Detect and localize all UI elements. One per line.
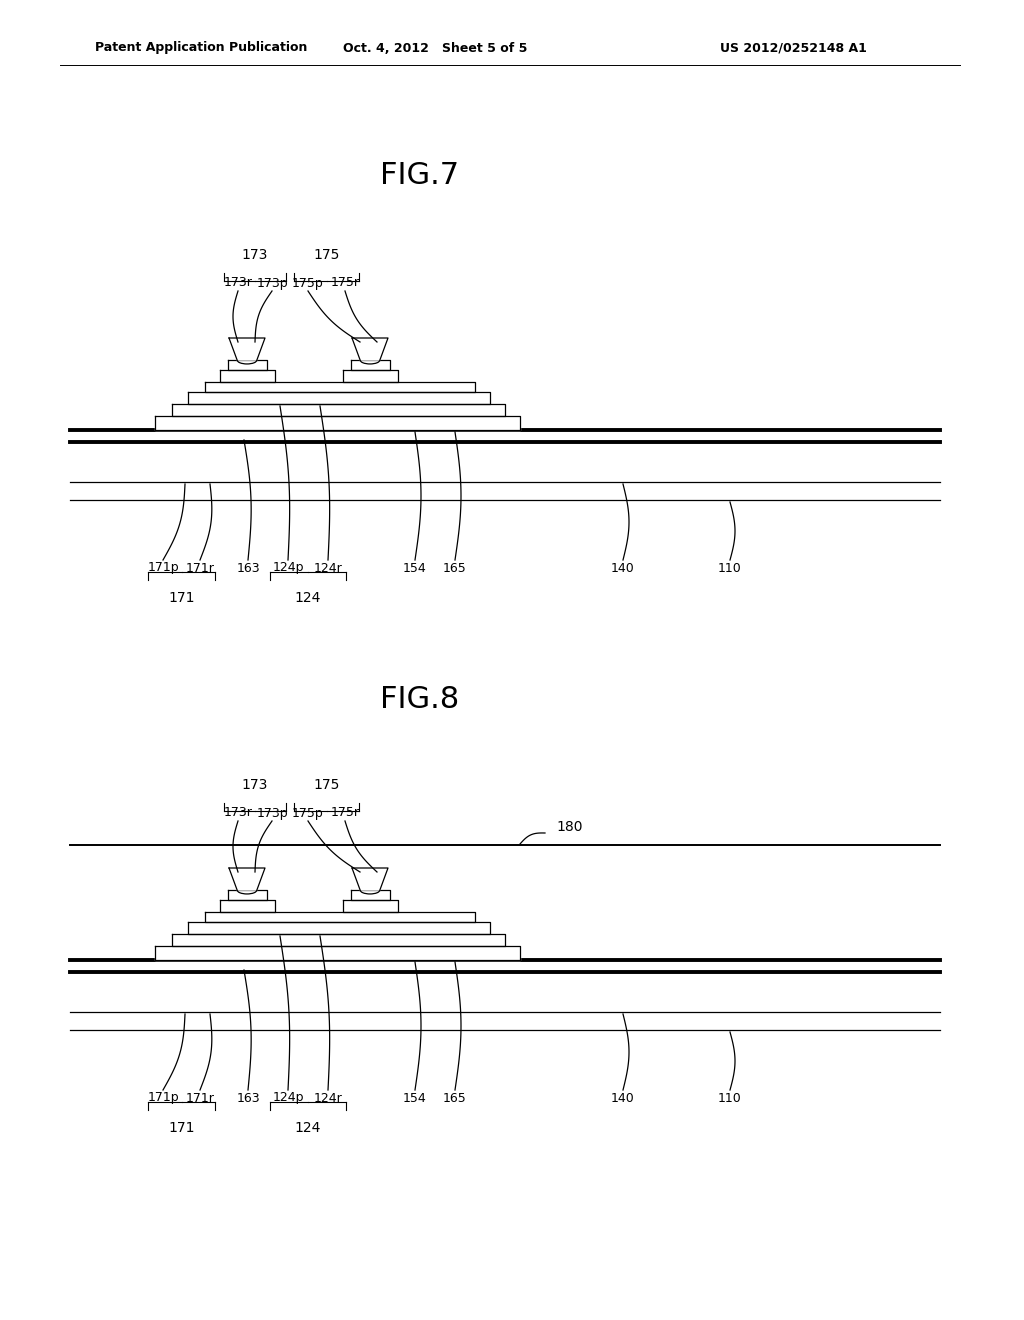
Polygon shape bbox=[228, 360, 267, 370]
Polygon shape bbox=[172, 404, 505, 416]
Text: 175r: 175r bbox=[331, 807, 359, 820]
Text: 175: 175 bbox=[313, 777, 340, 792]
Text: 171r: 171r bbox=[185, 1092, 214, 1105]
Polygon shape bbox=[205, 381, 475, 392]
Text: 163: 163 bbox=[237, 561, 260, 574]
Text: 175: 175 bbox=[313, 248, 340, 261]
Text: 173r: 173r bbox=[223, 276, 253, 289]
Text: 173: 173 bbox=[242, 248, 268, 261]
Text: 154: 154 bbox=[403, 1092, 427, 1105]
Text: 140: 140 bbox=[611, 561, 635, 574]
Text: Patent Application Publication: Patent Application Publication bbox=[95, 41, 307, 54]
Text: 140: 140 bbox=[611, 1092, 635, 1105]
Polygon shape bbox=[343, 370, 398, 381]
Text: 175p: 175p bbox=[292, 276, 324, 289]
Text: 180: 180 bbox=[557, 820, 584, 834]
Text: 175p: 175p bbox=[292, 807, 324, 820]
Polygon shape bbox=[351, 890, 390, 900]
Polygon shape bbox=[155, 416, 520, 430]
Text: 124p: 124p bbox=[272, 561, 304, 574]
Text: 110: 110 bbox=[718, 1092, 741, 1105]
Text: 173p: 173p bbox=[256, 807, 288, 820]
Polygon shape bbox=[220, 900, 275, 912]
Polygon shape bbox=[188, 921, 490, 935]
Text: 124: 124 bbox=[295, 1121, 322, 1135]
Text: Oct. 4, 2012   Sheet 5 of 5: Oct. 4, 2012 Sheet 5 of 5 bbox=[343, 41, 527, 54]
Text: 124: 124 bbox=[295, 591, 322, 605]
Polygon shape bbox=[352, 338, 388, 360]
Polygon shape bbox=[351, 360, 390, 370]
Text: 175r: 175r bbox=[331, 276, 359, 289]
Text: 124r: 124r bbox=[313, 1092, 342, 1105]
Text: 171p: 171p bbox=[147, 561, 179, 574]
Polygon shape bbox=[188, 392, 490, 404]
Polygon shape bbox=[229, 869, 265, 890]
Text: 173: 173 bbox=[242, 777, 268, 792]
Text: 154: 154 bbox=[403, 561, 427, 574]
Text: 171: 171 bbox=[168, 1121, 195, 1135]
Polygon shape bbox=[172, 935, 505, 946]
Polygon shape bbox=[228, 890, 267, 900]
Text: 173p: 173p bbox=[256, 276, 288, 289]
Text: 163: 163 bbox=[237, 1092, 260, 1105]
Polygon shape bbox=[220, 370, 275, 381]
Text: 124p: 124p bbox=[272, 1092, 304, 1105]
Text: FIG.8: FIG.8 bbox=[380, 685, 460, 714]
Text: 171r: 171r bbox=[185, 561, 214, 574]
Text: 110: 110 bbox=[718, 561, 741, 574]
Text: 171p: 171p bbox=[147, 1092, 179, 1105]
Text: 165: 165 bbox=[443, 1092, 467, 1105]
Text: FIG.7: FIG.7 bbox=[381, 161, 460, 190]
Text: 165: 165 bbox=[443, 561, 467, 574]
Polygon shape bbox=[229, 338, 265, 360]
Polygon shape bbox=[343, 900, 398, 912]
Text: US 2012/0252148 A1: US 2012/0252148 A1 bbox=[720, 41, 867, 54]
Polygon shape bbox=[352, 869, 388, 890]
Text: 173r: 173r bbox=[223, 807, 253, 820]
Polygon shape bbox=[155, 946, 520, 960]
Text: 124r: 124r bbox=[313, 561, 342, 574]
Polygon shape bbox=[205, 912, 475, 921]
Text: 171: 171 bbox=[168, 591, 195, 605]
